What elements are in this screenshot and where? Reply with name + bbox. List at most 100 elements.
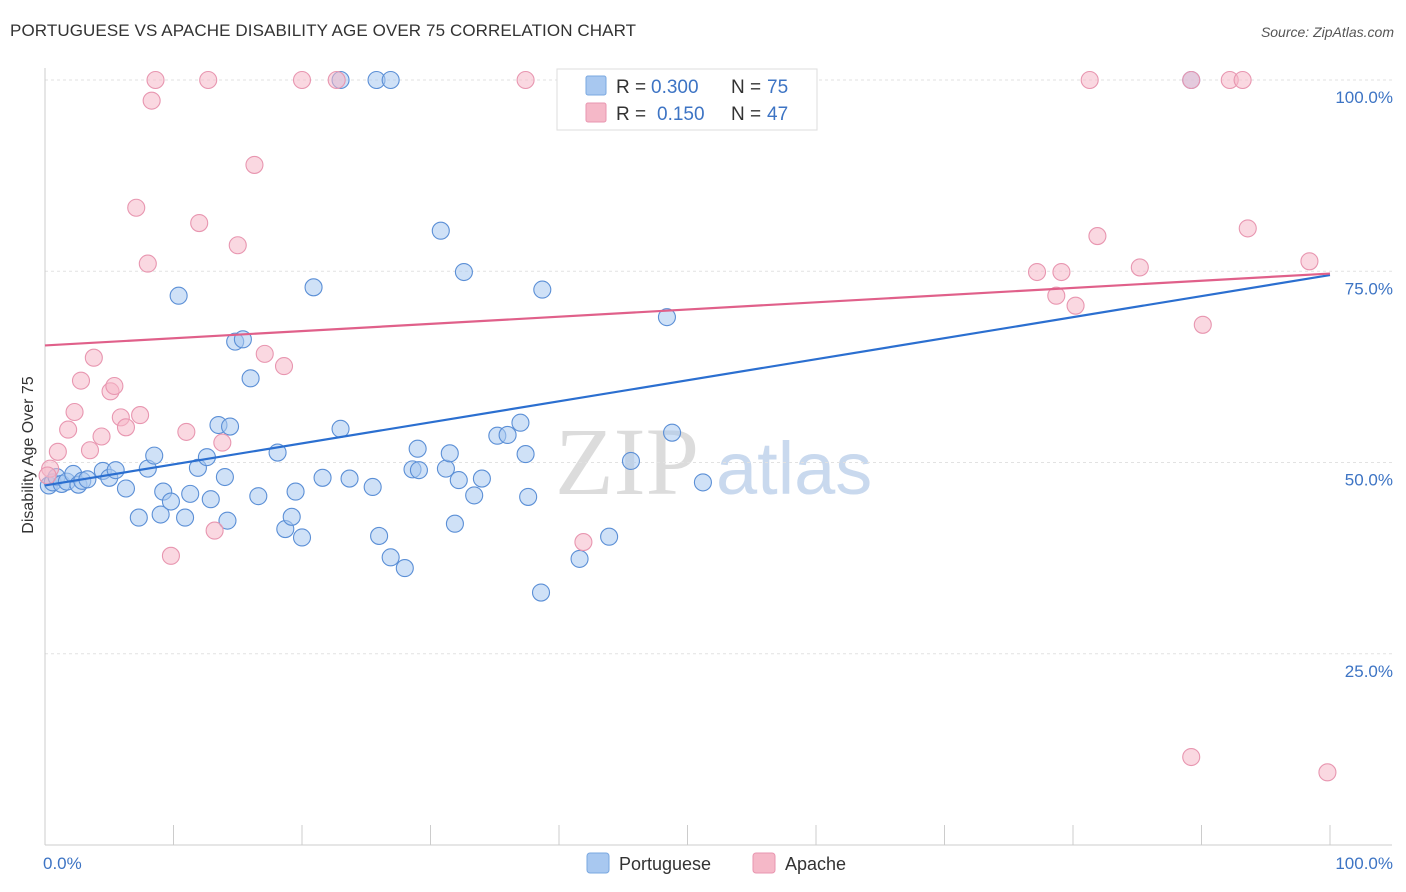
apache-point-13: [131, 406, 150, 425]
apache-point-23: [228, 236, 247, 255]
portuguese-point-69: [621, 451, 641, 471]
portuguese-point-27: [218, 511, 237, 530]
portuguese-point-71: [663, 423, 682, 442]
portuguese-point-62: [511, 413, 530, 432]
y-tick-label-75: 75.0%: [1345, 279, 1393, 298]
apache-point-15: [142, 91, 161, 110]
apache-point-34: [1066, 296, 1085, 315]
legend-n-value-2: 47: [767, 104, 788, 125]
apache-point-9: [105, 376, 124, 396]
x-tick-label-max: 100.0%: [1335, 854, 1393, 873]
portuguese-point-52: [431, 221, 450, 240]
legend-r-label-1: R =: [616, 77, 646, 98]
y-tick-label-25: 25.0%: [1345, 662, 1393, 681]
portuguese-point-45: [370, 526, 389, 545]
axes: [44, 68, 1392, 846]
legend-swatch-portuguese: [585, 75, 607, 96]
portuguese-point-48: [395, 559, 414, 578]
portuguese-point-43: [363, 477, 382, 497]
portuguese-point-51: [409, 461, 428, 480]
portuguese-point-21: [181, 484, 200, 503]
apache-point-5: [80, 441, 100, 460]
portuguese-point-64: [519, 487, 538, 506]
legend-swatch-apache: [585, 102, 607, 123]
y-tick-labels: 100.0% 75.0% 50.0% 25.0%: [1335, 88, 1393, 681]
portuguese-point-12: [116, 479, 136, 498]
apache-point-44: [1300, 252, 1319, 271]
apache-point-2: [59, 420, 78, 439]
portuguese-point-36: [286, 482, 305, 501]
apache-point-46: [38, 466, 57, 485]
apache-point-14: [138, 254, 157, 273]
watermark: ZIP atlas: [555, 408, 872, 515]
apache-point-1: [48, 442, 67, 461]
apache-point-17: [161, 546, 180, 565]
legend-n-value-1: 75: [767, 77, 788, 98]
portuguese-point-67: [570, 549, 589, 568]
apache-point-42: [1233, 70, 1252, 90]
legend-bottom-portuguese: Portuguese: [619, 854, 711, 874]
apache-point-40: [1193, 315, 1212, 334]
portuguese-point-39: [313, 468, 332, 487]
apache-point-32: [1047, 286, 1066, 305]
portuguese-point-61: [498, 425, 517, 445]
legend-bottom: Portuguese Apache: [586, 852, 846, 874]
legend-r-value-2: 0.150: [657, 104, 705, 125]
apache-point-38: [1182, 747, 1201, 767]
chart-title: PORTUGUESE VS APACHE DISABILITY AGE OVER…: [10, 21, 637, 40]
portuguese-point-50: [408, 439, 427, 458]
apache-point-18: [177, 422, 196, 441]
portuguese-point-58: [465, 486, 484, 505]
apache-point-7: [92, 427, 111, 446]
portuguese-point-24: [201, 490, 220, 509]
series-portuguese: [39, 70, 1201, 602]
portuguese-point-13: [129, 508, 148, 527]
apache-point-25: [255, 344, 274, 363]
apache-point-21: [205, 521, 224, 540]
portuguese-point-38: [304, 278, 323, 297]
apache-trend-line: [44, 272, 1331, 347]
portuguese-point-15: [145, 446, 164, 465]
x-tick-labels: 0.0% 100.0%: [43, 854, 1393, 873]
apache-point-39: [1182, 70, 1201, 90]
apache-point-19: [190, 214, 209, 233]
legend-r-value-1: 0.300: [651, 77, 699, 98]
portuguese-point-72: [693, 473, 712, 492]
apache-point-16: [146, 70, 165, 90]
watermark-atlas: atlas: [716, 427, 872, 510]
portuguese-point-31: [241, 369, 260, 388]
legend-top: R = 0.300 N = 75 R = 0.150 N = 47: [556, 68, 818, 131]
portuguese-point-28: [220, 417, 240, 436]
apache-point-29: [516, 70, 535, 90]
portuguese-point-35: [282, 507, 301, 526]
portuguese-point-56: [449, 471, 468, 490]
apache-point-43: [1238, 219, 1257, 238]
source-label: Source: ZipAtlas.com: [1260, 24, 1394, 40]
portuguese-point-66: [533, 280, 552, 299]
apache-point-24: [245, 155, 264, 174]
legend-n-label-1: N =: [731, 77, 761, 98]
legend-r-label-2: R =: [616, 104, 646, 125]
portuguese-point-37: [292, 528, 312, 547]
apache-point-36: [1088, 227, 1107, 246]
portuguese-point-11: [106, 461, 125, 480]
portuguese-point-42: [340, 469, 359, 488]
x-tick-label-min: 0.0%: [43, 854, 82, 873]
apache-point-31: [1027, 262, 1047, 282]
portuguese-trend-line: [44, 273, 1331, 487]
legend-bottom-swatch-portuguese: [586, 852, 610, 874]
legend-bottom-swatch-apache: [752, 852, 776, 874]
portuguese-point-47: [381, 70, 400, 90]
apache-point-4: [71, 371, 91, 390]
portuguese-point-70: [657, 308, 676, 327]
apache-point-33: [1052, 262, 1071, 282]
apache-point-22: [213, 433, 232, 452]
portuguese-point-54: [440, 444, 459, 463]
apache-point-45: [1318, 763, 1337, 782]
apache-point-11: [116, 418, 136, 437]
apache-point-37: [1130, 258, 1149, 277]
apache-point-26: [274, 357, 294, 376]
apache-point-30: [574, 533, 593, 552]
apache-point-20: [199, 70, 218, 90]
